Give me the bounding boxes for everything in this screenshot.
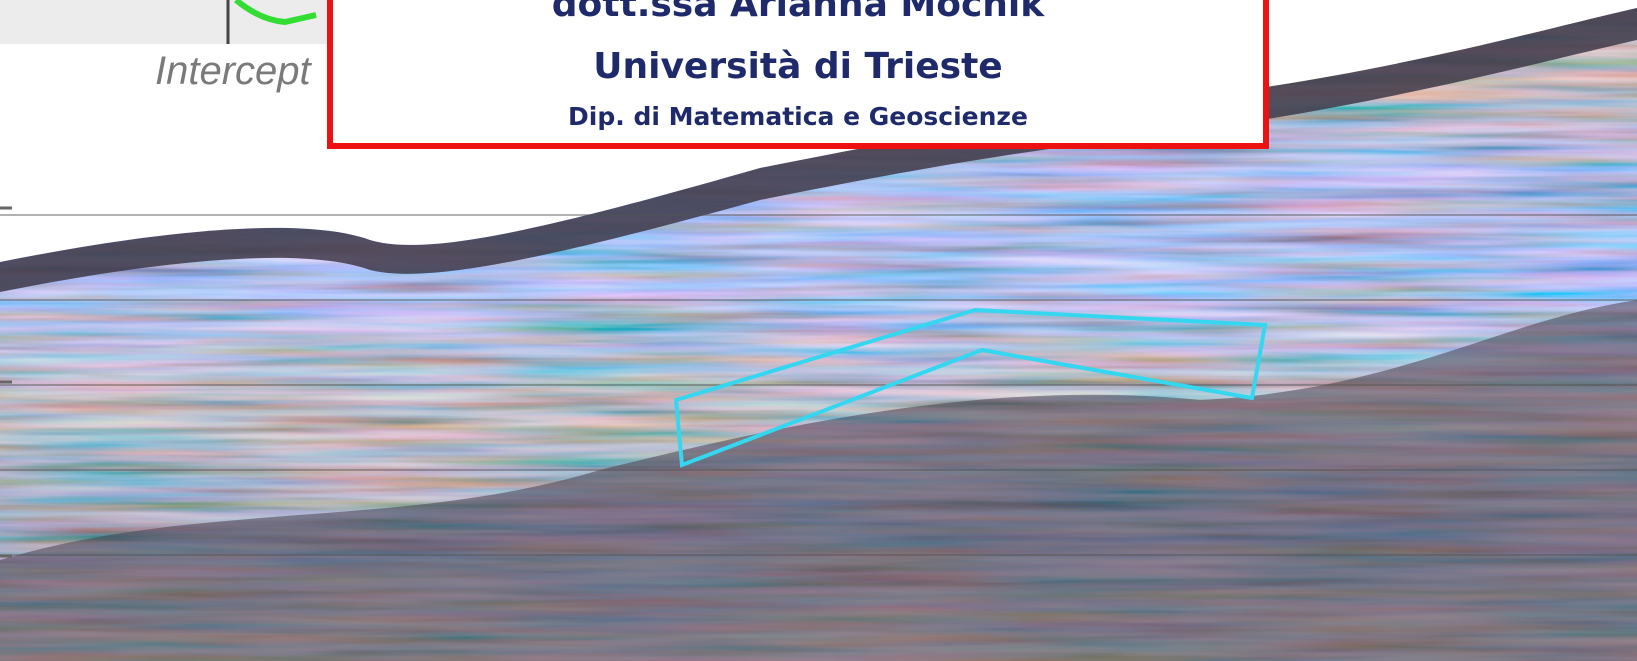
author-name: dott.ssa Arianna Mocnik: [552, 0, 1045, 25]
department: Dip. di Matematica e Geoscienze: [568, 102, 1028, 131]
grid-lines: [0, 214, 1637, 556]
highlight-region: [673, 307, 1268, 468]
axis-label: Intercept: [155, 49, 313, 93]
title-box: [327, 0, 1269, 149]
curve-remnant: [234, 0, 317, 26]
tick-marks: [0, 206, 12, 558]
university: Università di Trieste: [593, 46, 1002, 87]
